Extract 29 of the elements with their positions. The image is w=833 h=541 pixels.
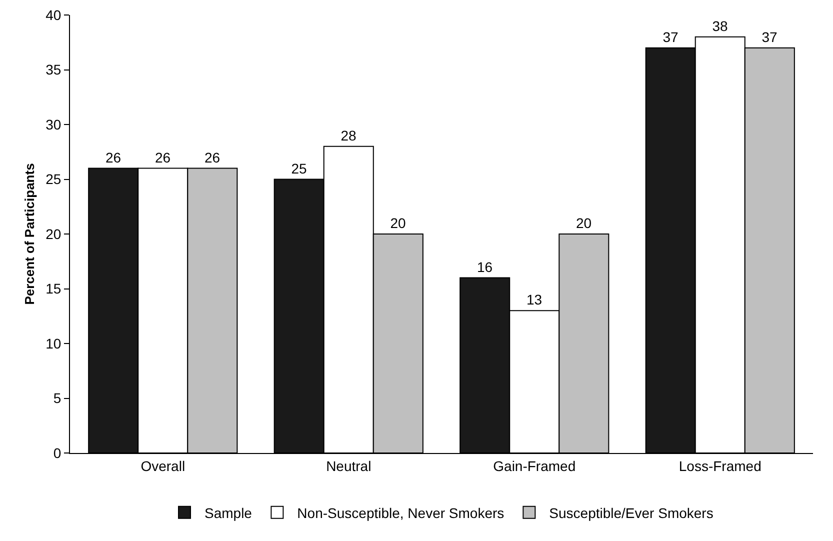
data-label: 20 [390,215,406,231]
x-tick-label: Loss-Framed [678,458,762,474]
x-tick-label: Overall [140,458,186,474]
data-label: 37 [762,28,778,45]
data-label: 26 [105,149,122,166]
data-label: 37 [662,28,678,45]
data-label: 25 [291,160,307,176]
y-tick-label: 15 [46,280,62,297]
legend-label: Sample [204,504,252,521]
y-tick-label: 25 [46,171,62,188]
y-tick-label: 40 [46,6,62,23]
data-label: 26 [154,149,171,166]
y-tick-label: 5 [53,390,62,406]
data-label: 26 [204,149,220,166]
y-tick-label: 20 [46,226,62,242]
legend-label: Non-Susceptible, Never Smokers [297,504,504,521]
data-label: 28 [340,127,357,144]
x-tick-label: Gain-Framed [493,458,576,474]
y-tick-label: 10 [46,335,62,352]
y-axis-title: Percent of Participants [22,163,37,305]
data-label: 16 [476,258,493,275]
data-label: 20 [576,215,592,231]
legend-label: Susceptible/Ever Smokers [549,504,714,521]
data-label: 38 [712,18,728,34]
y-tick-label: 35 [46,62,62,78]
y-tick-label: 0 [53,444,62,461]
data-label: 13 [526,292,542,308]
x-tick-label: Neutral [326,458,372,474]
y-tick-label: 30 [46,116,62,132]
